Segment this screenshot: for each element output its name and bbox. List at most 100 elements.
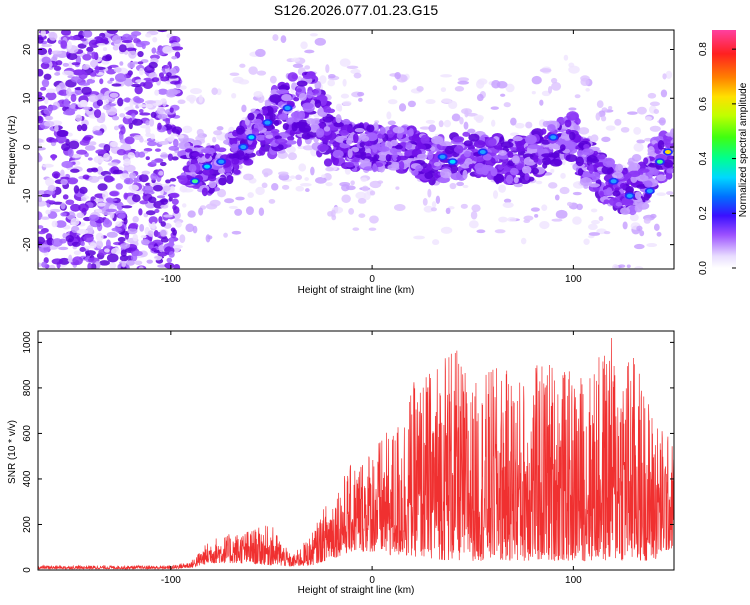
spectrogram-faint-blob: [242, 173, 254, 181]
spectrogram-noise-blob: [38, 111, 42, 117]
spectrogram-faint-blob: [653, 108, 659, 115]
spectrogram-noise-blob: [66, 177, 79, 185]
spectrogram-noise-blob: [46, 88, 56, 94]
colorbar-tick-label: 0.2: [698, 206, 709, 220]
spectrogram-faint-blob: [387, 120, 396, 126]
spectrogram-ridge-blob: [511, 155, 520, 164]
spectrogram-noise-blob: [131, 194, 141, 203]
spectrogram-noise-blob: [123, 192, 129, 200]
spectrogram-faint-blob: [503, 198, 512, 204]
spectrogram-faint-blob: [386, 111, 392, 120]
spectrogram-noise-blob: [171, 46, 184, 51]
spectrogram-noise-blob: [168, 145, 180, 151]
spectrogram-noise-blob: [170, 80, 181, 85]
spectrogram-faint-blob: [431, 201, 437, 208]
spectrogram-faint-blob: [425, 119, 436, 124]
spectrogram-noise-blob: [89, 141, 97, 146]
spectrogram-faint-blob: [531, 90, 536, 95]
snr-x-tick-label: 0: [369, 575, 375, 586]
spectrogram-noise-blob: [169, 107, 174, 113]
spectrogram-faint-blob: [539, 220, 550, 230]
spectrogram-faint-blob: [535, 180, 543, 185]
spectrogram-faint-blob: [531, 75, 542, 85]
spectrogram-ridge-blob: [191, 152, 201, 157]
spectrogram-noise-blob: [38, 236, 46, 245]
spectrogram-noise-blob: [43, 107, 53, 115]
spectrogram-noise-blob: [100, 112, 106, 121]
spectrogram-faint-blob: [605, 125, 616, 131]
spectrogram-noise-blob: [144, 100, 157, 104]
colorbar-tick-label: 0.8: [698, 42, 709, 56]
spectrogram-ridge-blob: [615, 202, 623, 207]
spectrogram-ridge-blob: [227, 175, 234, 180]
spectrogram-noise-blob: [147, 141, 157, 147]
spectrogram-ridge-blob: [603, 199, 610, 205]
spectrogram-ridge-blob: [281, 93, 292, 102]
spectrogram-noise-blob: [129, 172, 137, 180]
snr-x-tick-label: -100: [161, 575, 181, 586]
spectrogram-noise-blob: [156, 106, 164, 115]
spectrogram-noise-blob: [127, 227, 138, 235]
spectrogram-faint-blob: [462, 184, 469, 189]
spectrogram-ridge-blob: [628, 162, 641, 171]
spectrogram-noise-blob: [123, 177, 134, 185]
spectrogram-noise-blob: [114, 73, 127, 83]
spectrogram-noise-blob: [45, 177, 55, 187]
spectrogram-faint-blob: [498, 216, 508, 223]
spectrogram-noise-blob: [41, 78, 50, 88]
spectrogram-faint-blob: [633, 142, 644, 152]
spectrogram-noise-blob: [96, 43, 106, 47]
spectrogram-noise-blob: [145, 120, 150, 126]
spectrogram-faint-blob: [432, 239, 440, 246]
spectrogram-faint-blob: [650, 213, 657, 219]
spectrogram-peak-core: [449, 159, 456, 164]
spectrogram-ridge-blob: [274, 138, 288, 145]
spectrogram-faint-blob: [660, 89, 668, 98]
spectrogram-noise-blob: [112, 169, 123, 175]
spectrogram-faint-blob: [309, 33, 318, 37]
spectrogram-noise-blob: [162, 65, 170, 69]
spectrogram-faint-blob: [268, 198, 276, 204]
spectrogram-noise-blob: [159, 229, 167, 237]
spectrogram-faint-blob: [653, 223, 660, 232]
spectrogram-faint-blob: [600, 115, 607, 122]
spectrogram-faint-blob: [341, 184, 350, 192]
spectrogram-ridge-blob: [485, 137, 497, 147]
spectrogram-ridge-blob: [541, 153, 554, 158]
spectrogram-faint-blob: [525, 121, 533, 129]
spectrogram-ridge-blob: [612, 190, 621, 197]
spectrogram-ridge-blob: [575, 156, 584, 167]
spectrogram-faint-blob: [559, 186, 570, 195]
spectrogram-noise-blob: [106, 231, 118, 238]
spectrogram-faint-blob: [572, 191, 582, 196]
spectrogram-faint-blob: [646, 242, 658, 248]
spectrogram-noise-blob: [48, 31, 58, 41]
spectrogram-noise-blob: [111, 247, 121, 256]
spectrogram-noise-blob: [86, 225, 94, 234]
spectrogram-faint-blob: [239, 63, 246, 68]
spectrogram-ridge-blob: [468, 133, 480, 142]
spectrogram-noise-blob: [127, 61, 136, 69]
spectrogram-noise-blob: [117, 213, 126, 219]
spectrogram-noise-blob: [134, 85, 143, 95]
spectrogram-noise-blob: [67, 148, 74, 158]
spectrogram-noise-blob: [132, 250, 143, 257]
spectrogram-ridge-blob: [253, 118, 263, 125]
spectrogram-noise-blob: [101, 55, 112, 62]
spectrogram-noise-blob: [38, 153, 41, 162]
spectrogram-ridge-blob: [512, 136, 523, 142]
spectrogram-faint-blob: [363, 191, 371, 200]
spectrogram-ridge-blob: [581, 148, 594, 156]
spectrogram-faint-blob: [476, 229, 486, 234]
snr-y-tick-label: 0: [22, 567, 33, 573]
spectrogram-noise-blob: [138, 174, 149, 183]
spectrogram-noise-blob: [170, 227, 176, 233]
spectrogram-faint-blob: [261, 168, 273, 176]
spectrogram-noise-blob: [86, 168, 94, 173]
spectrogram-faint-blob: [302, 145, 314, 151]
spectrogram-noise-blob: [169, 177, 177, 182]
spectrogram-faint-blob: [554, 194, 560, 201]
spectrogram-faint-blob: [305, 188, 310, 193]
spectrogram-faint-blob: [314, 37, 326, 46]
spectrogram-peak-core: [248, 135, 255, 140]
